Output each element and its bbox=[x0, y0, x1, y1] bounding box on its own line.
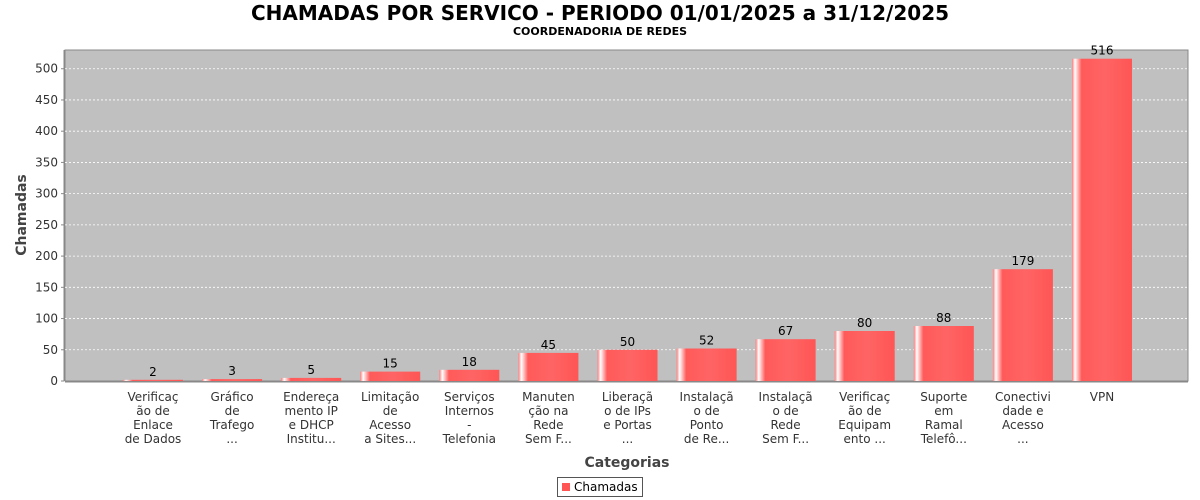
x-axis-title: Categorias bbox=[584, 455, 669, 471]
x-tick-label: Verificaç ão de Equipam ento ... bbox=[838, 390, 891, 446]
legend: Chamadas bbox=[557, 477, 643, 497]
bar bbox=[518, 352, 579, 381]
data-label: 67 bbox=[778, 324, 793, 338]
bar bbox=[913, 326, 974, 381]
legend-swatch bbox=[562, 483, 570, 491]
x-axis: Verificaç ão de Enlace de Dados Gráfico de Tra… bbox=[65, 381, 1188, 446]
gridlines bbox=[65, 68, 1188, 351]
x-tick-label: Verificaç ão de Enlace de Dados bbox=[125, 390, 182, 446]
data-label: 5 bbox=[307, 363, 315, 377]
x-tick-label: Suporte em Ramal Telefô... bbox=[920, 390, 968, 446]
bar bbox=[1072, 58, 1132, 381]
bars: 2 3 5 15 18 45 50 52 67 80 88 179 516 bbox=[123, 44, 1132, 381]
bar bbox=[439, 369, 500, 381]
data-label: 2 bbox=[149, 365, 157, 379]
data-label: 179 bbox=[1011, 254, 1034, 268]
data-label: 88 bbox=[936, 311, 951, 325]
chart-title: CHAMADAS POR SERVICO - PERIODO 01/01/202… bbox=[250, 1, 950, 25]
x-tick-label: Instalaçã o de Ponto de Re... bbox=[680, 390, 734, 446]
legend-label: Chamadas bbox=[574, 480, 638, 494]
x-tick-label: Serviços Internos -Telefonia bbox=[442, 390, 496, 446]
data-label: 50 bbox=[620, 335, 635, 349]
y-tick-label: 400 bbox=[35, 124, 58, 138]
x-tick-label: Endereça mento IP e DHCP Institu... bbox=[283, 390, 339, 446]
y-tick-label: 300 bbox=[35, 187, 58, 201]
bar bbox=[597, 349, 658, 381]
y-tick-label: 250 bbox=[35, 218, 58, 232]
x-tick-label: Liberaçã o de IPs e Portas... bbox=[602, 390, 653, 446]
chart-subtitle: COORDENADORIA DE REDES bbox=[512, 25, 688, 38]
y-tick-label: 450 bbox=[35, 93, 58, 107]
y-tick-label: 50 bbox=[43, 343, 58, 357]
y-axis: 0 50 100 150 200 250 300 350 400 450 500 bbox=[35, 50, 65, 388]
bar bbox=[281, 377, 342, 381]
x-tick-label: VPN bbox=[1090, 390, 1114, 404]
x-tick-label: Manuten ção na Rede Sem F... bbox=[522, 390, 575, 446]
data-label: 516 bbox=[1091, 44, 1114, 58]
bar bbox=[834, 331, 895, 381]
y-tick-label: 350 bbox=[35, 155, 58, 169]
y-tick-label: 150 bbox=[35, 280, 58, 294]
data-label: 18 bbox=[462, 355, 477, 369]
y-axis-title: Chamadas bbox=[14, 174, 30, 256]
data-label: 80 bbox=[857, 316, 872, 330]
x-tick-label: Gráfico de Trafego... bbox=[209, 390, 254, 446]
data-label: 15 bbox=[383, 357, 398, 371]
bar bbox=[992, 269, 1053, 381]
bar bbox=[360, 371, 421, 381]
y-tick-label: 0 bbox=[50, 374, 58, 388]
x-tick-label: Conectivi dade e Acesso... bbox=[995, 390, 1051, 446]
data-label: 52 bbox=[699, 334, 714, 348]
data-label: 3 bbox=[228, 364, 236, 378]
y-tick-label: 100 bbox=[35, 312, 58, 326]
y-tick-label: 500 bbox=[35, 62, 58, 76]
bar bbox=[755, 339, 816, 381]
bar bbox=[676, 348, 737, 381]
x-tick-label: Instalaçã o de Rede Sem F... bbox=[759, 390, 813, 446]
y-tick-label: 200 bbox=[35, 249, 58, 263]
bar bbox=[123, 379, 183, 381]
x-tick-label: Limitação de Acesso a Sites... bbox=[361, 390, 419, 446]
bar bbox=[202, 379, 263, 381]
data-label: 45 bbox=[541, 338, 556, 352]
